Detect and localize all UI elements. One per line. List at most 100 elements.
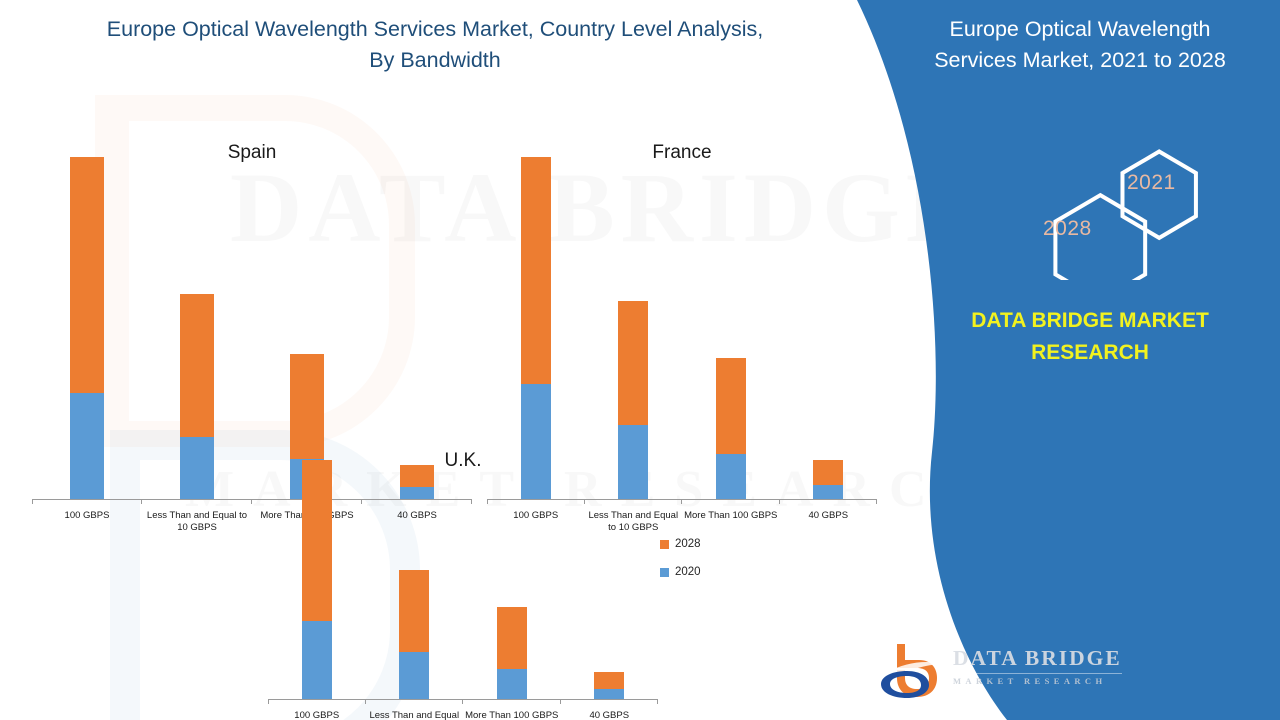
brand-name-line2: RESEARCH <box>1031 341 1149 364</box>
axis-tick <box>251 499 252 504</box>
chart-france-bars <box>487 142 877 504</box>
bar-segment-2020 <box>399 652 430 699</box>
bar-segment-2028 <box>301 460 332 621</box>
stacked-bar <box>301 460 332 699</box>
stacked-bar <box>594 671 625 699</box>
bar-segment-2020 <box>70 393 104 499</box>
logo-subtitle: MARKET RESEARCH <box>953 676 1107 686</box>
chart-uk-title: U.K. <box>444 450 482 471</box>
panel-title: Europe Optical Wavelength Services Marke… <box>900 14 1260 76</box>
bar-segment-2028 <box>400 464 434 487</box>
bar-group-uk-3 <box>561 450 658 704</box>
axis-tick <box>583 499 585 504</box>
chart-france: France 100 GBPS Less Than and Equal to 10… <box>487 132 877 533</box>
bar-group-spain-0 <box>32 142 142 504</box>
stacked-bar <box>715 357 746 499</box>
hexagon-group: 2028 2021 <box>1035 145 1225 280</box>
brand-name: DATA BRIDGE MARKET RESEARCH <box>940 305 1240 369</box>
bar-group-france-1 <box>585 142 682 504</box>
legend-swatch-icon <box>660 539 669 549</box>
axis-tick <box>361 499 362 504</box>
stacked-bar <box>813 460 844 499</box>
axis-tick <box>462 699 463 704</box>
brand-name-line1: DATA BRIDGE MARKET <box>971 309 1209 332</box>
bar-segment-2020 <box>594 689 625 699</box>
legend-label: 2028 <box>675 538 701 550</box>
legend-item-2020[interactable]: 2020 <box>660 566 701 578</box>
logo-name: DATA BRIDGE <box>953 646 1122 670</box>
category-label: More Than 100 GBPS <box>465 710 559 720</box>
bar-segment-2028 <box>715 357 746 454</box>
bar-segment-2028 <box>496 606 527 669</box>
data-bridge-logo: DATA BRIDGE MARKET RESEARCH <box>875 640 1122 702</box>
axis-tick <box>559 699 561 704</box>
axis-tick <box>778 499 780 504</box>
bar-segment-2020 <box>618 425 649 499</box>
category-label: Less Than and Equal to 10 GBPS <box>146 510 248 533</box>
axis-tick <box>681 499 682 504</box>
legend-item-2028[interactable]: 2028 <box>660 538 701 550</box>
axis-tick <box>471 499 472 504</box>
axis-tick <box>487 499 488 504</box>
category-label: 100 GBPS <box>294 710 340 720</box>
chart-uk-plot <box>268 450 658 704</box>
chart-france-axis <box>487 499 877 500</box>
logo-divider <box>953 673 1122 674</box>
stacked-bar <box>180 293 214 499</box>
category-label: Less Than and Equal to 10 GBPS <box>588 510 679 533</box>
bar-segment-2028 <box>290 354 324 459</box>
chart-uk-category-labels: 100 GBPS Less Than and Equal to 10 GBPS Mo… <box>268 710 658 720</box>
bar-group-france-0 <box>487 142 585 504</box>
stacked-bar <box>70 156 104 499</box>
chart-legend: 2028 2020 <box>660 538 701 594</box>
category-label: More Than 100 GBPS <box>684 510 778 521</box>
chart-france-plot <box>487 142 877 504</box>
chart-france-title: France <box>652 142 712 163</box>
bar-group-france-2 <box>682 142 780 504</box>
page-title: Europe Optical Wavelength Services Marke… <box>40 14 830 76</box>
bar-group-uk-0 <box>268 450 366 704</box>
axis-tick <box>657 699 658 704</box>
axis-tick <box>141 499 142 504</box>
axis-tick <box>32 499 33 504</box>
stacked-bar <box>618 300 649 499</box>
legend-swatch-icon <box>660 567 669 577</box>
bar-group-spain-1 <box>142 142 252 504</box>
logo-wordmark: DATA BRIDGE MARKET RESEARCH <box>953 646 1122 686</box>
bar-segment-2028 <box>399 569 430 653</box>
stacked-bar <box>496 606 527 699</box>
bar-segment-2028 <box>180 293 214 437</box>
bar-segment-2028 <box>520 157 551 385</box>
category-label: 40 GBPS <box>589 710 630 720</box>
bar-segment-2028 <box>70 156 104 394</box>
hexagon-front-label: 2021 <box>1127 171 1176 194</box>
stacked-bar <box>520 157 551 499</box>
category-label: 40 GBPS <box>808 510 849 521</box>
bar-segment-2020 <box>496 668 527 699</box>
panel-title-line1: Europe Optical Wavelength <box>949 17 1211 41</box>
chart-uk-bars <box>268 450 658 704</box>
bar-segment-2020 <box>813 484 844 499</box>
chart-spain: Spain 100 GBPS Less Than and Equal to 10 … <box>32 132 472 533</box>
bar-group-uk-1 <box>366 450 463 704</box>
bar-segment-2020 <box>301 620 332 699</box>
hexagon-back-label: 2028 <box>1043 217 1092 240</box>
panel-title-line2: Services Market, 2021 to 2028 <box>934 48 1226 72</box>
stacked-bar <box>399 569 430 699</box>
bar-segment-2028 <box>618 300 649 426</box>
category-label: 100 GBPS <box>513 510 559 521</box>
bar-segment-2028 <box>813 460 844 485</box>
page-title-line2: By Bandwidth <box>369 48 501 72</box>
chart-spain-axis <box>32 499 472 500</box>
page-title-line1: Europe Optical Wavelength Services Marke… <box>106 17 764 41</box>
axis-tick <box>364 699 366 704</box>
chart-uk-axis <box>268 699 658 700</box>
chart-france-category-labels: 100 GBPS Less Than and Equal to 10 GBPS Mo… <box>487 510 877 534</box>
axis-tick <box>268 699 269 704</box>
bar-group-uk-2 <box>463 450 561 704</box>
category-label: Less Than and Equal to 10 GBPS <box>369 710 460 720</box>
stacked-bar <box>400 464 434 499</box>
bar-segment-2020 <box>180 436 214 499</box>
category-label: 100 GBPS <box>64 510 110 521</box>
